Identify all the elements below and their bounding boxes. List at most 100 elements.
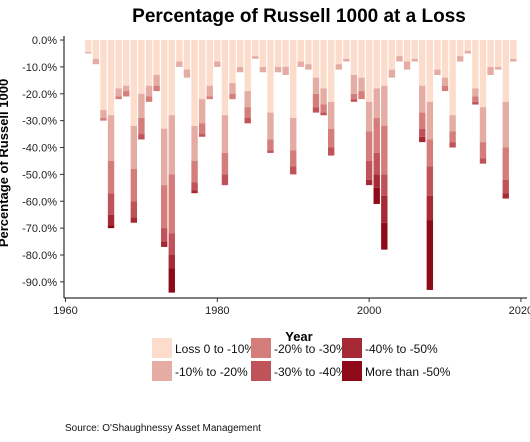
x-tick-label: 1980 (205, 305, 229, 317)
bar-segment-2002-4 (381, 174, 388, 196)
bar-segment-1973-5 (161, 241, 168, 247)
bar-segment-2001-4 (373, 152, 380, 175)
bar-segment-1979-1 (206, 40, 213, 86)
bar-segment-1993-4 (312, 107, 320, 113)
x-tick-label: 2000 (357, 305, 381, 317)
bar-segment-1970-3 (138, 117, 145, 135)
bar-segment-2018-4 (502, 179, 509, 194)
bar-segment-1994-1 (320, 40, 327, 89)
bar-segment-1990-4 (290, 166, 297, 175)
legend-label: -20% to -30% (274, 342, 347, 356)
bar-segment-1983-2 (236, 66, 244, 73)
y-tick-label: -10.0% (22, 62, 57, 74)
bar-segment-2014-1 (472, 40, 479, 89)
bar-segment-1978-1 (198, 40, 206, 100)
bar-segment-1968-3 (123, 91, 130, 97)
bar-segment-1995-1 (327, 40, 335, 102)
bar-segment-1992-2 (305, 64, 312, 70)
legend-label: -30% to -40% (274, 365, 347, 379)
bar-segment-1987-1 (267, 40, 274, 113)
bar-segment-1981-3 (221, 152, 229, 175)
bar-segment-1982-2 (229, 83, 236, 94)
bar-segment-1974-6 (168, 268, 175, 293)
bar-segment-1994-3 (320, 104, 327, 113)
bar-segment-1966-4 (107, 193, 115, 215)
bar-segment-2016-2 (487, 66, 494, 75)
bar-segment-2018-1 (502, 40, 509, 102)
legend-swatch (251, 338, 271, 358)
bar-segment-1967-1 (115, 40, 122, 89)
bar-segment-1998-2 (350, 74, 358, 94)
bar-segment-2013-2 (464, 50, 471, 54)
bar-segment-2018-3 (502, 147, 509, 180)
bar-segment-2019-1 (510, 40, 517, 59)
axes-layer: 0.0% -10.0% -20.0% -30.0% -40.0% -50.0% -60.0%… (22, 35, 530, 317)
bar-segment-1971-2 (145, 85, 153, 97)
bar-segment-2003-2 (388, 69, 396, 78)
bars-layer (85, 40, 517, 293)
bar-segment-1965-2 (100, 109, 107, 118)
bar-segment-2002-6 (381, 222, 388, 250)
bar-segment-2015-3 (479, 142, 487, 159)
bar-segment-2007-4 (419, 128, 426, 137)
bar-segment-1971-3 (145, 96, 153, 102)
bar-segment-1978-3 (198, 123, 206, 135)
bar-segment-2009-1 (434, 40, 441, 70)
bar-segment-1973-4 (161, 228, 168, 242)
bar-segment-2011-1 (449, 40, 456, 116)
bar-segment-2012-1 (457, 40, 464, 57)
bar-segment-2008-3 (426, 139, 434, 167)
legend-label: Loss 0 to -10% (175, 342, 255, 356)
bar-segment-1968-1 (123, 40, 130, 86)
bar-segment-1966-5 (107, 214, 115, 226)
bar-segment-2001-6 (373, 187, 380, 204)
y-tick-label: -20.0% (22, 89, 57, 101)
bar-segment-1979-2 (206, 85, 213, 97)
bar-segment-1991-1 (297, 40, 305, 62)
bar-segment-1999-2 (358, 77, 365, 92)
bar-segment-1994-2 (320, 88, 327, 105)
bar-segment-1976-1 (183, 40, 191, 70)
bar-segment-1968-2 (123, 85, 130, 92)
bar-segment-1977-2 (191, 126, 198, 161)
y-tick-label: -30.0% (22, 116, 57, 128)
bar-segment-1979-3 (206, 96, 213, 100)
bar-segment-1972-3 (153, 85, 160, 92)
bar-segment-2014-2 (472, 88, 479, 97)
bar-segment-1988-2 (274, 66, 282, 73)
bar-segment-2019-2 (510, 58, 517, 62)
y-tick-label: -40.0% (22, 143, 57, 155)
legend-label: More than -50% (365, 365, 451, 379)
bar-segment-1966-6 (107, 225, 115, 229)
bar-segment-2001-1 (373, 40, 380, 89)
bar-segment-1969-2 (130, 126, 138, 170)
chart-title: Percentage of Russell 1000 at a Loss (132, 6, 466, 27)
bar-segment-1976-2 (183, 69, 191, 78)
bar-segment-1990-2 (290, 117, 297, 151)
bar-segment-1999-3 (358, 91, 365, 100)
source-note: Source: O'Shaughnessy Asset Management (65, 423, 261, 434)
bar-segment-1992-1 (305, 40, 312, 65)
bar-segment-1994-4 (320, 112, 327, 116)
bar-segment-2010-2 (441, 77, 449, 86)
bar-segment-1977-3 (191, 160, 198, 183)
bar-segment-2000-5 (365, 179, 373, 186)
bar-segment-1966-2 (107, 115, 115, 161)
bar-segment-2008-1 (426, 40, 434, 102)
bar-segment-1990-3 (290, 150, 297, 167)
y-tick-label: -50.0% (22, 169, 57, 181)
bar-segment-1981-4 (221, 174, 229, 186)
bar-segment-1984-2 (244, 91, 251, 108)
bar-segment-2002-3 (381, 126, 388, 175)
legend-label: -40% to -50% (365, 342, 438, 356)
bar-segment-1995-4 (327, 147, 335, 156)
bar-segment-2001-5 (373, 174, 380, 188)
bar-segment-1974-1 (168, 40, 175, 116)
bar-segment-1967-2 (115, 88, 122, 97)
bar-segment-1987-3 (267, 139, 274, 151)
bar-segment-1989-2 (282, 66, 289, 75)
bar-segment-2017-2 (494, 66, 502, 70)
bar-segment-2007-1 (419, 40, 426, 86)
x-tick-label: 1960 (53, 305, 77, 317)
bar-segment-1973-1 (161, 40, 168, 129)
